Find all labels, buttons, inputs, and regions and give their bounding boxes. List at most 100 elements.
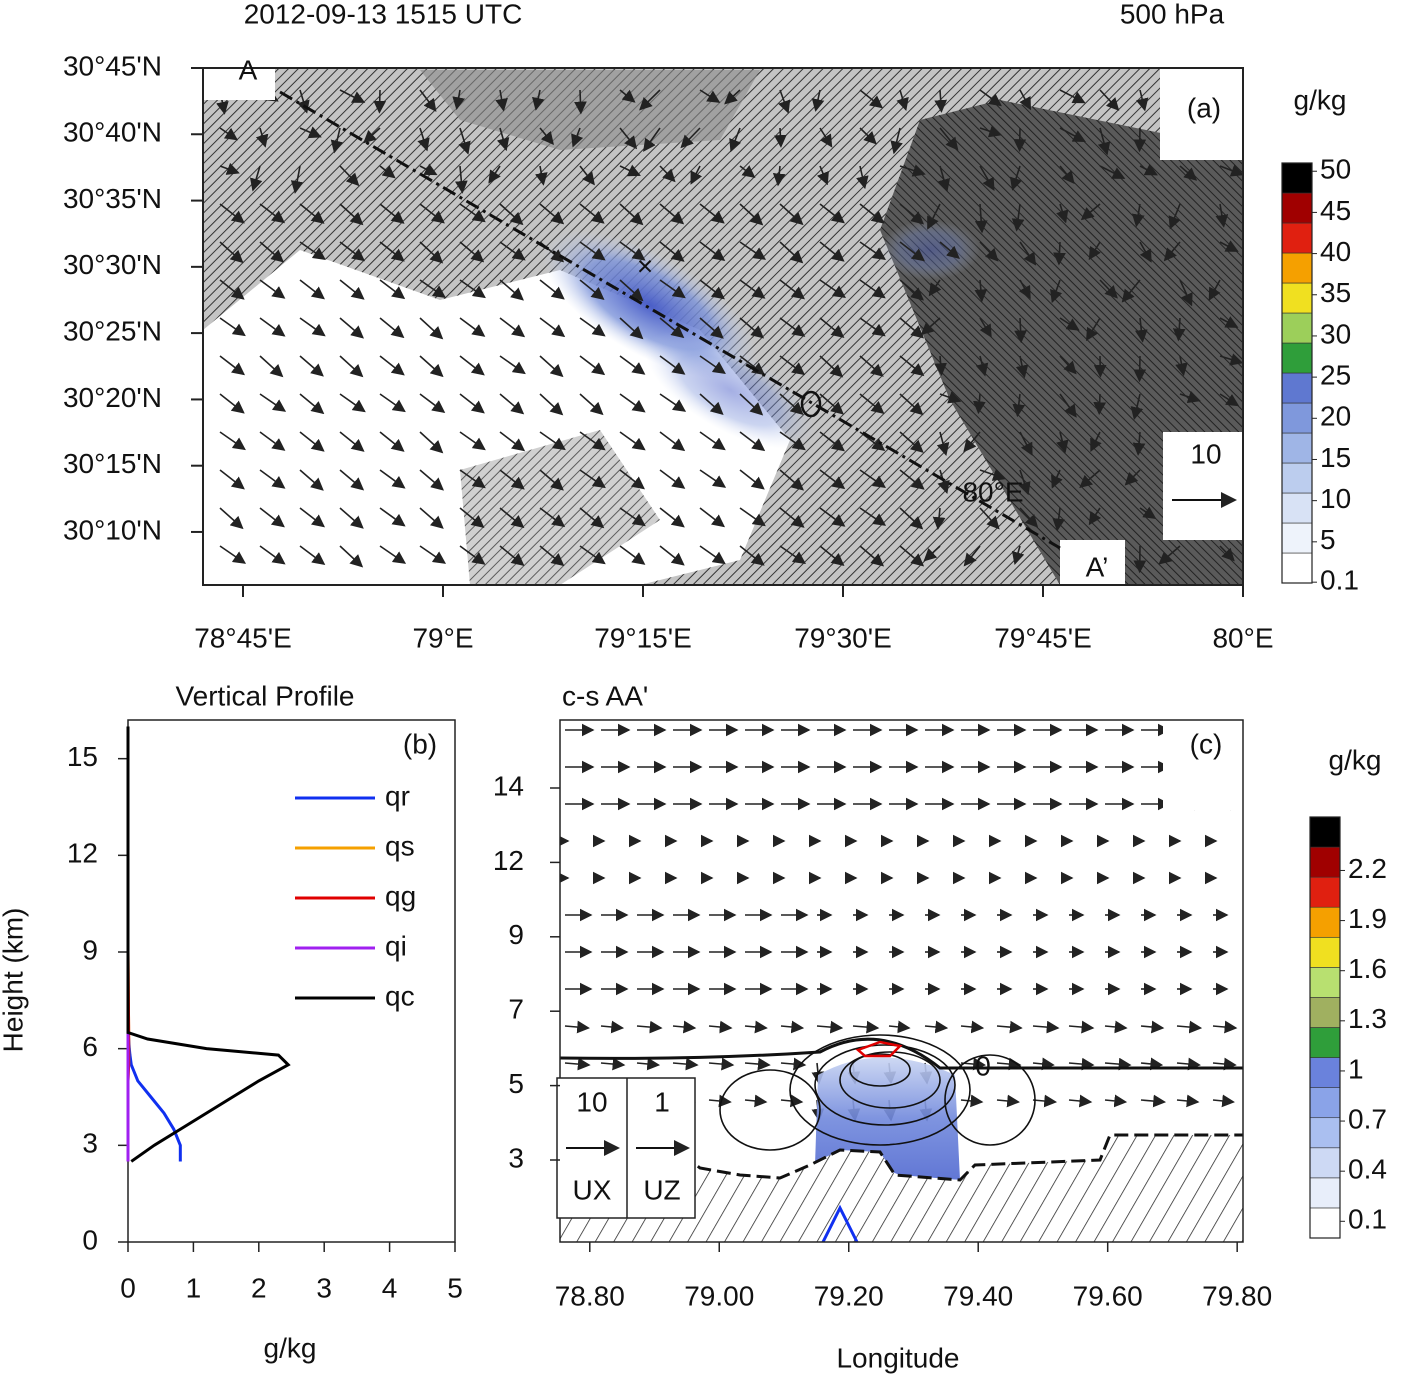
x-tick-label: 4 <box>382 1272 398 1303</box>
colorbar-band <box>1282 223 1312 253</box>
x-tick-label: 78°45'E <box>194 622 292 653</box>
colorbar-tick-label: 0.7 <box>1348 1103 1387 1134</box>
x-tick-label: 0 <box>120 1272 136 1303</box>
colorbar-band <box>1282 553 1312 583</box>
wind-vector <box>745 1063 769 1065</box>
moisture-blob <box>880 220 980 280</box>
map-area: × <box>203 68 1243 585</box>
colorbar-tick-label: 1.9 <box>1348 903 1387 934</box>
wind-vector <box>637 1026 661 1028</box>
x-axis-label: Longitude <box>836 1342 959 1373</box>
colorbar-band <box>1310 1208 1340 1238</box>
chart-title: Vertical Profile <box>176 680 355 711</box>
y-tick-label: 30°45'N <box>63 50 162 81</box>
x-tick-label: 79°30'E <box>794 622 892 653</box>
y-tick-label: 9 <box>82 934 98 965</box>
wind-vector <box>1141 1100 1164 1102</box>
contour <box>720 1070 820 1150</box>
colorbar-band <box>1310 997 1340 1027</box>
wind-vector <box>889 1026 909 1028</box>
x-tick-label: 79.40 <box>943 1280 1013 1311</box>
wind-vector <box>1141 1026 1163 1028</box>
wind-vector <box>1033 1100 1055 1102</box>
x-tick-label: 3 <box>316 1272 332 1303</box>
x-tick-label: 80°E <box>1212 622 1273 653</box>
x-tick-label: 79.00 <box>684 1280 754 1311</box>
colorbar-band <box>1310 1148 1340 1178</box>
panel-label: (c) <box>1190 728 1223 759</box>
colorbar-band <box>1282 403 1312 433</box>
wind-vector <box>1177 1063 1199 1065</box>
y-tick-label: 30°30'N <box>63 249 162 280</box>
y-tick-label: 9 <box>508 919 524 950</box>
colorbar-tick-label: 30 <box>1320 318 1351 349</box>
map-annotation: 80°E <box>962 476 1023 507</box>
x-tick-label: 79°15'E <box>594 622 692 653</box>
colorbar-label: g/kg <box>1294 84 1347 115</box>
colorbar-band <box>1310 877 1340 907</box>
wind-vector <box>379 90 380 112</box>
wind-vector <box>997 1100 1018 1102</box>
legend-label: qs <box>385 830 415 861</box>
wind-vector <box>673 1026 695 1028</box>
wind-vector <box>853 1026 878 1028</box>
colorbar-band <box>1282 163 1312 193</box>
profile-line <box>128 726 180 1161</box>
reference-vector-label: 10 <box>1190 438 1221 469</box>
colorbar-band <box>1282 313 1312 343</box>
colorbar-band <box>1282 343 1312 373</box>
colorbar-band <box>1282 433 1312 463</box>
colorbar-label: g/kg <box>1329 744 1382 775</box>
y-tick-label: 6 <box>82 1031 98 1062</box>
x-tick-label: 1 <box>186 1272 202 1303</box>
colorbar-band <box>1282 463 1312 493</box>
wind-vector <box>565 1063 589 1065</box>
wind-vector <box>781 1026 803 1028</box>
wind-vector <box>1213 1100 1233 1102</box>
colorbar-tick-label: 1.6 <box>1348 953 1387 984</box>
x-tick-label: 79°E <box>412 622 473 653</box>
wind-vector <box>961 1026 983 1028</box>
x-tick-label: 79.20 <box>814 1280 884 1311</box>
y-tick-label: 15 <box>67 741 98 772</box>
section-label: A’ <box>1086 551 1109 582</box>
y-tick-label: 5 <box>508 1068 524 1099</box>
wind-vector <box>709 1026 731 1028</box>
legend-label: qg <box>385 880 416 911</box>
x-tick-label: 79°45'E <box>994 622 1092 653</box>
wind-vector <box>1141 1063 1162 1065</box>
reference-vector-name: UX <box>573 1174 612 1205</box>
legend-label: qi <box>385 930 407 961</box>
wind-vector <box>1105 1063 1130 1065</box>
panel-label: (a) <box>1187 92 1221 123</box>
wind-vector <box>565 1026 588 1028</box>
reference-vector-label: 1 <box>654 1086 670 1117</box>
x-tick-label: 5 <box>447 1272 463 1303</box>
wind-vector <box>709 1063 733 1065</box>
y-tick-label: 30°10'N <box>63 514 162 545</box>
wind-vector <box>1177 1100 1198 1102</box>
section-label: A <box>239 54 258 85</box>
y-tick-label: 30°15'N <box>63 448 162 479</box>
colorbar-band <box>1310 847 1340 877</box>
wind-vector <box>961 1100 982 1102</box>
colorbar-band <box>1282 523 1312 553</box>
colorbar-band <box>1282 373 1312 403</box>
wind-vector <box>709 1100 730 1102</box>
colorbar-tick-label: 10 <box>1320 483 1351 514</box>
colorbar-band <box>1310 1028 1340 1058</box>
colorbar-band <box>1310 1178 1340 1208</box>
x-tick-label: 79.80 <box>1202 1280 1272 1311</box>
wind-vector <box>1177 1026 1201 1028</box>
wind-vector <box>673 1063 697 1065</box>
y-tick-label: 12 <box>67 838 98 869</box>
chart-title: 2012-09-13 1515 UTC <box>244 0 523 29</box>
wind-vector <box>601 1063 624 1065</box>
wind-vector <box>1213 1063 1235 1065</box>
colorbar-band <box>1310 817 1340 847</box>
colorbar-band <box>1282 493 1312 523</box>
colorbar-tick-label: 50 <box>1320 154 1351 185</box>
y-tick-label: 14 <box>493 770 524 801</box>
